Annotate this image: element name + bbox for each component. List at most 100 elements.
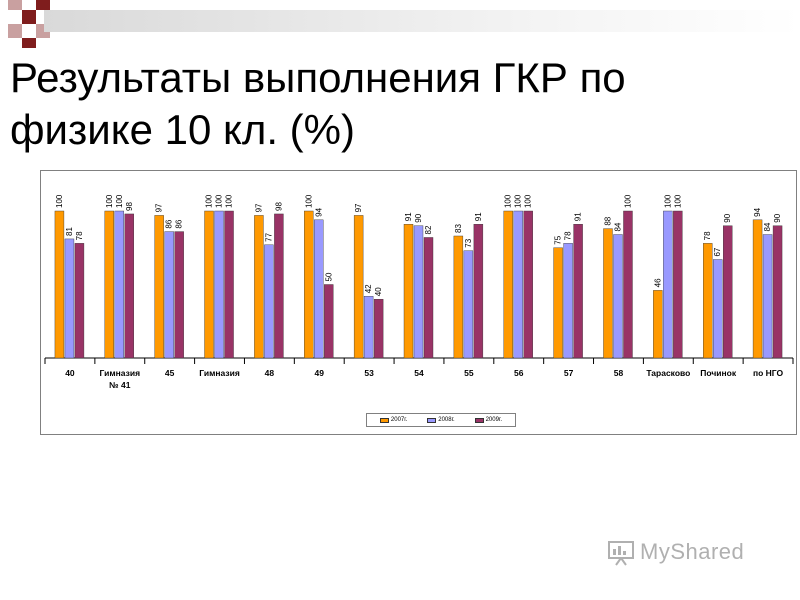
data-label: 91 bbox=[574, 212, 583, 221]
legend-swatch bbox=[474, 417, 484, 423]
data-label: 50 bbox=[324, 272, 333, 281]
bar bbox=[373, 298, 384, 359]
data-label: 88 bbox=[603, 216, 612, 225]
presentation-icon bbox=[608, 541, 634, 566]
legend-swatch bbox=[427, 417, 437, 423]
bar bbox=[274, 213, 284, 359]
data-label: 91 bbox=[474, 212, 483, 221]
x-tick-label: 53 bbox=[364, 368, 374, 378]
bar bbox=[64, 238, 75, 359]
bar bbox=[154, 215, 164, 359]
data-label: 100 bbox=[673, 194, 682, 208]
legend-label: 2009г. bbox=[485, 417, 503, 423]
bar bbox=[713, 259, 723, 359]
x-tick-label: 49 bbox=[315, 368, 325, 378]
bar bbox=[673, 210, 683, 359]
data-label: 97 bbox=[354, 203, 363, 212]
deco-square bbox=[8, 24, 22, 38]
deco-square bbox=[22, 10, 36, 24]
bar bbox=[164, 231, 174, 359]
data-label: 100 bbox=[225, 194, 234, 208]
bar bbox=[772, 225, 783, 359]
bar bbox=[762, 234, 773, 359]
data-label: 100 bbox=[205, 194, 214, 208]
data-label: 82 bbox=[424, 225, 433, 234]
bar bbox=[114, 210, 125, 359]
chart-legend: 2007г. 2008г. 2009г. bbox=[366, 413, 516, 427]
data-label: 100 bbox=[623, 194, 632, 208]
data-label: 100 bbox=[524, 194, 533, 208]
data-label: 90 bbox=[414, 213, 423, 222]
bar bbox=[413, 225, 424, 359]
bar bbox=[463, 250, 474, 359]
data-label: 94 bbox=[314, 207, 323, 216]
data-label: 78 bbox=[564, 231, 573, 240]
bar bbox=[623, 210, 633, 359]
x-tick-label: 57 bbox=[564, 368, 574, 378]
data-label: 42 bbox=[364, 284, 373, 293]
data-label: 100 bbox=[504, 194, 513, 208]
bar bbox=[224, 210, 234, 359]
x-tick-label: 58 bbox=[614, 368, 624, 378]
x-tick-label: 55 bbox=[464, 368, 474, 378]
deco-square bbox=[36, 0, 50, 10]
bar bbox=[74, 243, 85, 359]
data-label: 90 bbox=[773, 213, 782, 222]
bar bbox=[104, 210, 114, 359]
data-label: 97 bbox=[254, 203, 263, 212]
bar bbox=[553, 247, 563, 359]
data-label: 86 bbox=[175, 219, 184, 228]
bar bbox=[653, 290, 663, 359]
legend-item: 2007г. bbox=[379, 417, 408, 423]
bar bbox=[723, 225, 733, 359]
bar bbox=[174, 231, 184, 359]
data-label: 91 bbox=[404, 212, 413, 221]
data-label: 86 bbox=[165, 219, 174, 228]
legend-swatch bbox=[379, 417, 389, 423]
bar bbox=[403, 224, 414, 359]
data-label: 98 bbox=[274, 201, 283, 210]
x-tick-label: Починок bbox=[700, 368, 737, 378]
legend-label: 2007г. bbox=[390, 417, 408, 423]
bar bbox=[124, 213, 135, 359]
bar bbox=[603, 228, 613, 359]
chart-frame: 100 81 78 40 100 100 98 Гимназия № 41 97 86 86 45 100… bbox=[40, 170, 797, 435]
bar bbox=[663, 210, 673, 359]
bar bbox=[453, 235, 464, 359]
data-label: 94 bbox=[753, 207, 762, 216]
data-label: 100 bbox=[514, 194, 523, 208]
data-label: 77 bbox=[264, 232, 273, 241]
data-label: 100 bbox=[215, 194, 224, 208]
bar bbox=[264, 244, 274, 359]
data-label: 98 bbox=[125, 201, 134, 210]
deco-square bbox=[22, 38, 36, 48]
data-label: 100 bbox=[304, 194, 313, 208]
data-label: 78 bbox=[75, 231, 84, 240]
bar bbox=[473, 224, 484, 359]
data-label: 83 bbox=[454, 224, 463, 233]
data-label: 46 bbox=[653, 278, 662, 287]
x-tick-label: 56 bbox=[514, 368, 524, 378]
bar bbox=[314, 219, 324, 359]
x-tick-label: Гимназия bbox=[100, 368, 141, 378]
legend-item: 2008г. bbox=[427, 417, 455, 423]
x-tick-label: 48 bbox=[265, 368, 275, 378]
bar bbox=[254, 215, 264, 359]
data-label: 100 bbox=[663, 194, 672, 208]
data-label: 97 bbox=[155, 203, 164, 212]
bar bbox=[353, 215, 364, 359]
data-label: 84 bbox=[613, 222, 622, 231]
bar bbox=[324, 284, 334, 359]
data-label: 81 bbox=[65, 226, 74, 235]
data-label: 67 bbox=[713, 247, 722, 256]
bar bbox=[563, 243, 573, 359]
header-bar bbox=[44, 10, 800, 32]
data-label: 100 bbox=[115, 194, 124, 208]
bar bbox=[204, 210, 214, 359]
bar bbox=[752, 219, 763, 359]
bar bbox=[513, 210, 523, 359]
x-tick-label: 54 bbox=[414, 368, 424, 378]
x-tick-label: Гимназия bbox=[199, 368, 240, 378]
bar bbox=[363, 296, 374, 359]
